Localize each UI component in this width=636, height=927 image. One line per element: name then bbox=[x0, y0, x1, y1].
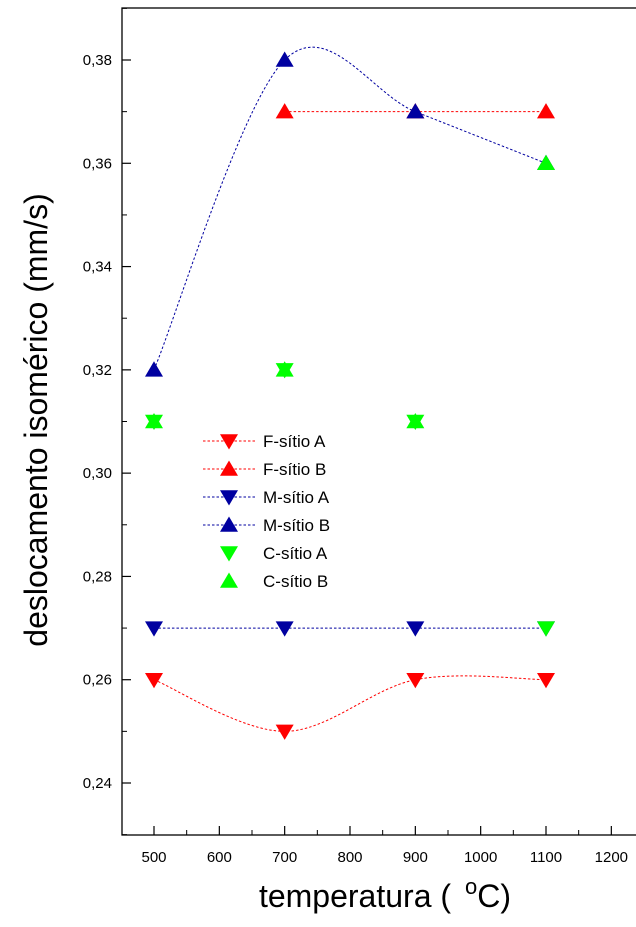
data-point bbox=[145, 361, 163, 377]
x-axis-title: temperatura ( oC) bbox=[259, 874, 511, 914]
data-point bbox=[537, 672, 555, 689]
y-tick-label: 0,38 bbox=[83, 52, 112, 69]
data-point bbox=[537, 103, 555, 119]
plot-frame bbox=[121, 7, 636, 836]
x-tick-label: 900 bbox=[403, 849, 428, 866]
x-tick-label: 1100 bbox=[530, 849, 562, 866]
legend-marker bbox=[220, 460, 238, 476]
y-tick-label: 0,28 bbox=[83, 568, 112, 585]
y-tick-label: 0,36 bbox=[83, 155, 112, 172]
data-point bbox=[275, 361, 294, 377]
x-tick-label: 600 bbox=[207, 849, 232, 866]
legend-label: C-sítio A bbox=[263, 544, 328, 563]
x-tick-label: 1200 bbox=[595, 849, 628, 866]
legend-label: M-sítio A bbox=[263, 488, 330, 507]
data-point bbox=[406, 412, 425, 429]
series-line bbox=[153, 675, 547, 732]
x-axis-unit-sup: o bbox=[465, 874, 477, 899]
y-tick-label: 0,24 bbox=[83, 775, 112, 792]
legend-marker bbox=[220, 516, 238, 532]
legend: F-sítio A F-sítio B M-sítio A M-sítio B C-sí… bbox=[203, 432, 330, 591]
data-point bbox=[275, 51, 294, 67]
series-line bbox=[153, 46, 547, 371]
legend-label: F-sítio B bbox=[263, 460, 326, 479]
x-tick-label: 1000 bbox=[464, 849, 497, 866]
legend-label: M-sítio B bbox=[263, 516, 330, 535]
x-tick-label: 700 bbox=[272, 849, 297, 866]
data-point bbox=[145, 621, 163, 637]
series-lines bbox=[153, 46, 547, 732]
y-axis-ticks: 0,24 0,26 0,28 0,30 0,32 0,34 0,36 0,38 bbox=[83, 7, 131, 836]
legend-marker bbox=[220, 572, 238, 588]
y-axis-title: deslocamento isomérico (mm/s) bbox=[18, 193, 54, 646]
x-axis-unit-paren: ) bbox=[500, 878, 511, 914]
legend-label: F-sítio A bbox=[263, 432, 326, 451]
data-point bbox=[537, 154, 555, 171]
y-tick-label: 0,32 bbox=[83, 362, 112, 379]
x-tick-label: 800 bbox=[337, 849, 362, 866]
data-point bbox=[275, 724, 294, 740]
x-axis-unit: C bbox=[477, 878, 500, 914]
y-tick-label: 0,30 bbox=[83, 465, 112, 482]
data-point bbox=[406, 103, 425, 119]
y-tick-label: 0,26 bbox=[83, 672, 112, 689]
data-point bbox=[275, 621, 294, 637]
y-tick-label: 0,34 bbox=[83, 259, 112, 276]
x-tick-label: 500 bbox=[141, 849, 166, 866]
x-axis-title-text: temperatura ( bbox=[259, 878, 451, 914]
data-point bbox=[406, 621, 425, 637]
legend-marker bbox=[220, 546, 238, 562]
data-point bbox=[275, 103, 294, 119]
x-axis-ticks: 500 600 700 800 900 1000 1100 1200 bbox=[141, 826, 628, 866]
data-point bbox=[537, 621, 555, 637]
series-markers bbox=[145, 51, 555, 740]
legend-label: C-sítio B bbox=[263, 572, 328, 591]
data-point bbox=[406, 672, 425, 689]
legend-marker bbox=[220, 490, 238, 506]
data-point bbox=[145, 672, 163, 689]
data-point bbox=[145, 412, 163, 429]
legend-marker bbox=[220, 434, 238, 450]
